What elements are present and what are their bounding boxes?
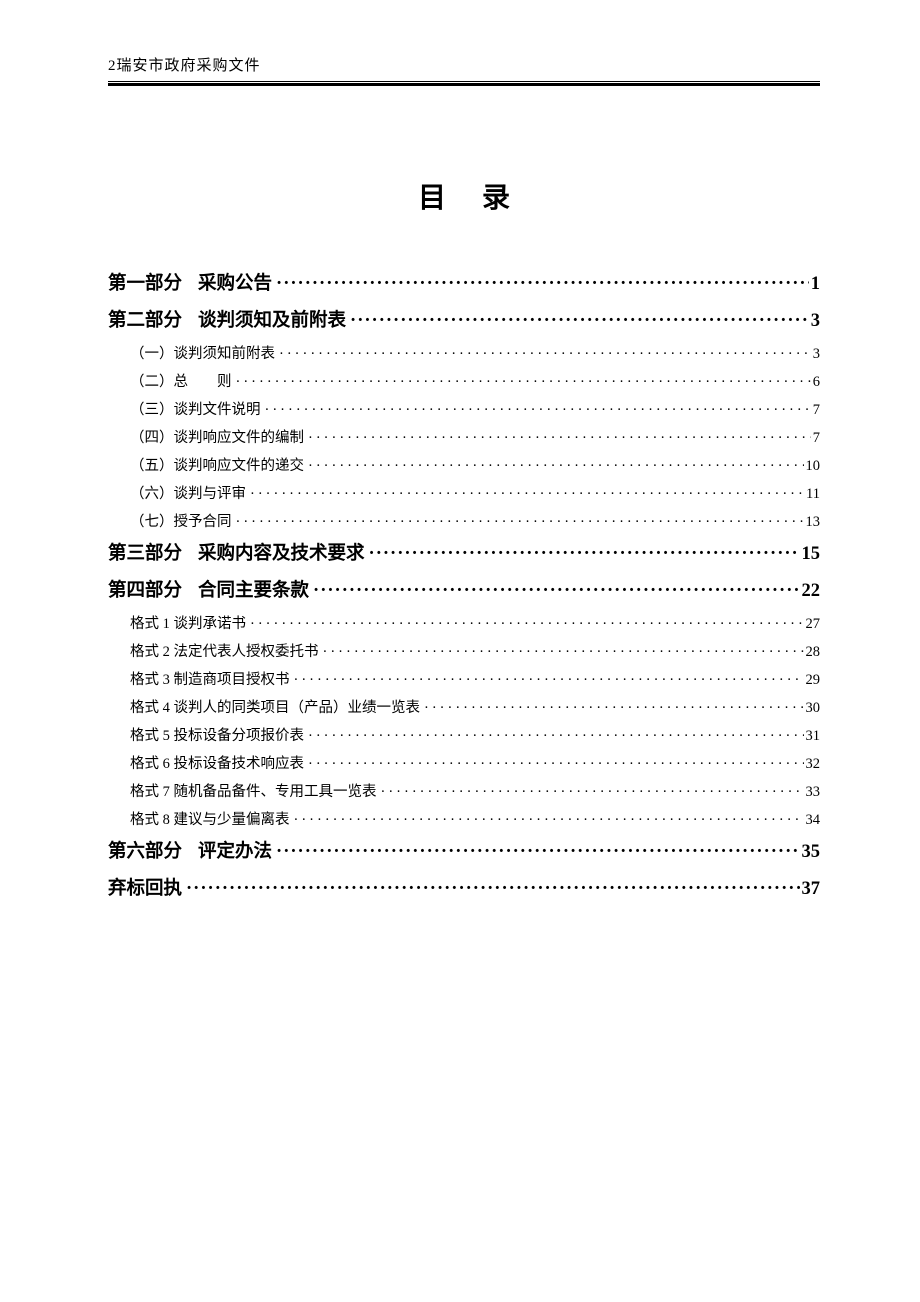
toc-page-number: 27 xyxy=(804,610,821,638)
toc-dot-leader xyxy=(246,610,804,638)
toc-title: 目录 xyxy=(108,176,820,216)
toc-item-label: 格式 4 谈判人的同类项目（产品）业绩一览表 xyxy=(130,694,420,722)
table-of-contents: 第一部分采购公告 1 第二部分谈判须知及前附表 3 （一）谈判须知前附表 3 （二）总 则 6… xyxy=(108,266,820,908)
toc-part-label: 第三部分 xyxy=(108,536,182,573)
toc-page-number: 34 xyxy=(804,806,821,834)
toc-part-label: 第四部分 xyxy=(108,573,182,610)
toc-page-number: 7 xyxy=(811,396,820,424)
toc-dot-leader xyxy=(319,638,804,666)
toc-dot-leader xyxy=(309,573,799,610)
toc-dot-leader xyxy=(272,266,809,303)
toc-page-number: 13 xyxy=(804,508,821,536)
toc-item-label: 格式 6 投标设备技术响应表 xyxy=(130,750,304,778)
toc-part-label: 第六部分 xyxy=(108,834,182,871)
toc-page-number: 11 xyxy=(804,480,820,508)
toc-page-number: 3 xyxy=(809,303,820,340)
toc-entry: 第四部分合同主要条款 22 xyxy=(108,573,820,610)
toc-item-label: （七）授予合同 xyxy=(130,508,232,536)
toc-page-number: 32 xyxy=(804,750,821,778)
toc-page-number: 28 xyxy=(804,638,821,666)
toc-dot-leader xyxy=(182,871,799,908)
toc-page-number: 30 xyxy=(804,694,821,722)
toc-dot-leader xyxy=(377,778,804,806)
toc-page-number: 1 xyxy=(809,266,820,303)
toc-page-number: 3 xyxy=(811,340,820,368)
toc-item-label: （三）谈判文件说明 xyxy=(130,396,261,424)
toc-entry: 格式 3 制造商项目授权书 29 xyxy=(108,666,820,694)
toc-page-number: 10 xyxy=(804,452,821,480)
toc-entry: 格式 4 谈判人的同类项目（产品）业绩一览表 30 xyxy=(108,694,820,722)
toc-dot-leader xyxy=(272,834,799,871)
toc-item-label: 格式 8 建议与少量偏离表 xyxy=(130,806,290,834)
toc-item-label: 格式 7 随机备品备件、专用工具一览表 xyxy=(130,778,377,806)
toc-dot-leader xyxy=(232,368,811,396)
toc-item-label: （五）谈判响应文件的递交 xyxy=(130,452,304,480)
toc-item-label: 格式 5 投标设备分项报价表 xyxy=(130,722,304,750)
toc-item-label: （四）谈判响应文件的编制 xyxy=(130,424,304,452)
toc-page-number: 33 xyxy=(804,778,821,806)
header-page-marker: 2 xyxy=(108,58,117,74)
toc-entry: 第三部分采购内容及技术要求 15 xyxy=(108,536,820,573)
toc-item-label: 评定办法 xyxy=(198,834,272,871)
toc-item-label: 弃标回执 xyxy=(108,871,182,908)
toc-item-label: 格式 2 法定代表人授权委托书 xyxy=(130,638,319,666)
toc-dot-leader xyxy=(261,396,811,424)
toc-entry: （二）总 则 6 xyxy=(108,368,820,396)
toc-entry: 格式 6 投标设备技术响应表 32 xyxy=(108,750,820,778)
toc-entry: （六）谈判与评审 11 xyxy=(108,480,820,508)
document-page: 2瑞安市政府采购文件 目录 第一部分采购公告1第二部分谈判须知及前附表3（一）谈… xyxy=(0,0,920,908)
toc-dot-leader xyxy=(304,424,811,452)
toc-entry: 第二部分谈判须知及前附表 3 xyxy=(108,303,820,340)
toc-dot-leader xyxy=(246,480,804,508)
toc-page-number: 7 xyxy=(811,424,820,452)
toc-part-label: 第一部分 xyxy=(108,266,182,303)
header-title: 瑞安市政府采购文件 xyxy=(117,58,261,74)
toc-item-label: 格式 3 制造商项目授权书 xyxy=(130,666,290,694)
toc-dot-leader xyxy=(290,806,804,834)
toc-entry: 第六部分评定办法 35 xyxy=(108,834,820,871)
toc-page-number: 6 xyxy=(811,368,820,396)
toc-entry: （三）谈判文件说明 7 xyxy=(108,396,820,424)
toc-page-number: 35 xyxy=(800,834,821,871)
toc-dot-leader xyxy=(304,452,804,480)
toc-entry: 第一部分采购公告 1 xyxy=(108,266,820,303)
toc-dot-leader xyxy=(420,694,804,722)
toc-entry: 格式 5 投标设备分项报价表 31 xyxy=(108,722,820,750)
toc-dot-leader xyxy=(346,303,809,340)
toc-item-label: 合同主要条款 xyxy=(198,573,309,610)
toc-item-label: （一）谈判须知前附表 xyxy=(130,340,275,368)
toc-entry: （七）授予合同 13 xyxy=(108,508,820,536)
toc-item-label: 采购公告 xyxy=(198,266,272,303)
toc-entry: 格式 2 法定代表人授权委托书 28 xyxy=(108,638,820,666)
toc-item-label: （二）总 则 xyxy=(130,368,232,396)
header-rule xyxy=(108,81,820,86)
toc-entry: （四）谈判响应文件的编制 7 xyxy=(108,424,820,452)
toc-item-label: 格式 1 谈判承诺书 xyxy=(130,610,246,638)
toc-item-label: 采购内容及技术要求 xyxy=(198,536,365,573)
toc-item-label: 谈判须知及前附表 xyxy=(198,303,346,340)
page-header: 2瑞安市政府采购文件 xyxy=(108,54,820,81)
toc-entry: 格式 1 谈判承诺书 27 xyxy=(108,610,820,638)
toc-dot-leader xyxy=(232,508,804,536)
toc-part-label: 第二部分 xyxy=(108,303,182,340)
toc-entry: 格式 8 建议与少量偏离表 34 xyxy=(108,806,820,834)
toc-page-number: 22 xyxy=(800,573,821,610)
toc-dot-leader xyxy=(365,536,800,573)
toc-entry: 格式 7 随机备品备件、专用工具一览表 33 xyxy=(108,778,820,806)
toc-page-number: 15 xyxy=(800,536,821,573)
toc-dot-leader xyxy=(290,666,804,694)
toc-entry: （五）谈判响应文件的递交 10 xyxy=(108,452,820,480)
toc-item-label: （六）谈判与评审 xyxy=(130,480,246,508)
toc-page-number: 29 xyxy=(804,666,821,694)
toc-entry: （一）谈判须知前附表 3 xyxy=(108,340,820,368)
toc-page-number: 37 xyxy=(800,871,821,908)
toc-entry: 弃标回执 37 xyxy=(108,871,820,908)
toc-dot-leader xyxy=(304,722,804,750)
toc-page-number: 31 xyxy=(804,722,821,750)
toc-dot-leader xyxy=(304,750,804,778)
toc-dot-leader xyxy=(275,340,811,368)
